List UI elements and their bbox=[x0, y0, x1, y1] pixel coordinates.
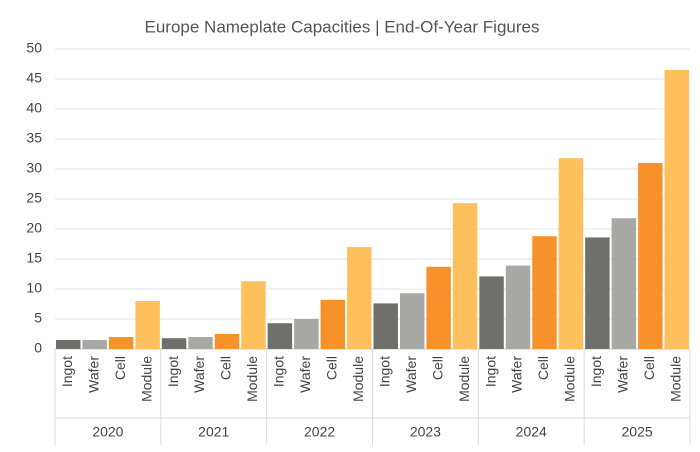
bar bbox=[532, 236, 557, 349]
bar bbox=[585, 237, 610, 349]
bar bbox=[452, 203, 478, 349]
bar bbox=[56, 340, 81, 349]
x-tick-label: Module bbox=[138, 356, 154, 402]
y-tick-label: 20 bbox=[26, 220, 42, 236]
x-tick-label: Cell bbox=[324, 356, 340, 380]
bar bbox=[108, 337, 134, 349]
y-tick-label: 5 bbox=[34, 310, 42, 326]
bar bbox=[399, 293, 425, 349]
y-tick-label: 35 bbox=[26, 130, 42, 146]
x-category-label: 2023 bbox=[410, 424, 441, 440]
y-tick-label: 15 bbox=[26, 250, 42, 266]
x-tick-label: Module bbox=[350, 356, 366, 402]
y-tick-label: 0 bbox=[34, 340, 42, 356]
x-tick-label: Wafer bbox=[191, 356, 207, 393]
y-tick-label: 10 bbox=[26, 280, 42, 296]
bar bbox=[135, 301, 160, 349]
bar bbox=[161, 338, 187, 349]
bar bbox=[426, 266, 451, 349]
x-tick-label: Ingot bbox=[59, 356, 75, 387]
chart-title: Europe Nameplate Capacities | End-Of-Yea… bbox=[145, 17, 540, 36]
x-tick-label: Ingot bbox=[271, 356, 287, 387]
bar bbox=[82, 340, 107, 349]
x-tick-label: Wafer bbox=[297, 356, 313, 393]
x-tick-label: Wafer bbox=[403, 356, 419, 393]
bar bbox=[611, 218, 637, 349]
bar bbox=[373, 303, 398, 349]
x-category-label: 2022 bbox=[304, 424, 335, 440]
bar bbox=[267, 323, 293, 349]
x-tick-label: Cell bbox=[429, 356, 445, 380]
bar bbox=[558, 158, 584, 349]
x-tick-label: Ingot bbox=[376, 356, 392, 387]
x-tick-label: Ingot bbox=[588, 356, 604, 387]
x-tick-label: Wafer bbox=[85, 356, 101, 393]
bar bbox=[294, 319, 319, 349]
x-tick-label: Ingot bbox=[165, 356, 181, 387]
x-category-label: 2024 bbox=[516, 424, 547, 440]
y-tick-label: 25 bbox=[26, 190, 42, 206]
bar bbox=[505, 265, 531, 349]
x-tick-label: Module bbox=[562, 356, 578, 402]
x-category-label: 2021 bbox=[198, 424, 229, 440]
x-tick-label: Cell bbox=[535, 356, 551, 380]
x-tick-label: Ingot bbox=[482, 356, 498, 387]
x-tick-label: Module bbox=[456, 356, 472, 402]
x-category-label: 2020 bbox=[92, 424, 123, 440]
x-tick-label: Wafer bbox=[615, 356, 631, 393]
x-tick-label: Cell bbox=[641, 356, 657, 380]
x-tick-label: Wafer bbox=[509, 356, 525, 393]
bar bbox=[214, 334, 240, 349]
x-category-label: 2025 bbox=[622, 424, 653, 440]
bar bbox=[347, 247, 372, 349]
x-tick-label: Cell bbox=[112, 356, 128, 380]
x-tick-label: Cell bbox=[218, 356, 234, 380]
x-tick-label: Module bbox=[244, 356, 260, 402]
bar bbox=[664, 70, 689, 349]
y-tick-label: 45 bbox=[26, 70, 42, 86]
y-tick-label: 50 bbox=[26, 40, 42, 56]
bar bbox=[188, 337, 213, 349]
bar bbox=[241, 281, 266, 349]
bar bbox=[320, 299, 346, 349]
bar bbox=[479, 276, 504, 349]
y-tick-label: 30 bbox=[26, 160, 42, 176]
y-tick-label: 40 bbox=[26, 100, 42, 116]
x-tick-label: Module bbox=[667, 356, 683, 402]
bar bbox=[638, 163, 663, 349]
